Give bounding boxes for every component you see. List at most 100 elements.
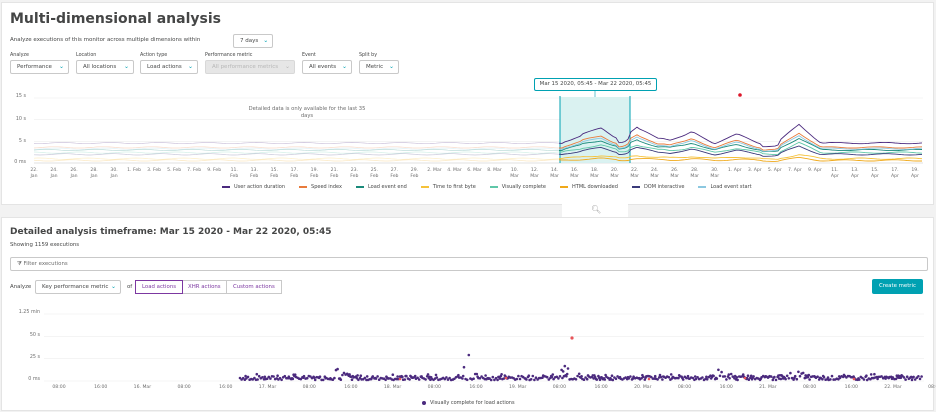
x-tick-label: 8. Mar	[487, 168, 502, 173]
page-title: Multi-dimensional analysis	[10, 11, 221, 27]
data-point	[263, 375, 267, 379]
data-point	[321, 378, 325, 382]
data-point	[502, 377, 506, 380]
legend-item[interactable]: DOM interactive	[631, 184, 685, 190]
zoom-tab[interactable]: 🔍︎	[562, 203, 628, 217]
data-point	[771, 378, 775, 382]
timeframe-dropdown[interactable]: 7 days ⌄	[233, 34, 274, 48]
legend-label: HTML downloaded	[572, 184, 618, 190]
multi-dimensional-analysis-panel: Multi-dimensional analysis Analyze execu…	[1, 2, 934, 205]
location-value: All locations	[83, 64, 117, 70]
data-point	[376, 375, 379, 378]
data-point	[255, 372, 259, 376]
chevron-down-icon: ⌄	[284, 63, 290, 70]
legend-item[interactable]: HTML downloaded	[560, 184, 618, 190]
x-tick-label: 16:00	[594, 385, 608, 390]
legend-item[interactable]: Time to first byte	[420, 184, 476, 190]
data-point	[899, 376, 903, 380]
data-point	[563, 364, 567, 368]
event-dropdown[interactable]: All events ⌄	[302, 60, 352, 74]
data-point	[333, 376, 336, 380]
filter-executions-input[interactable]: ⧩ Filter executions	[10, 257, 928, 271]
legend-swatch	[420, 186, 429, 188]
x-tick-label: 19. Feb	[310, 168, 319, 179]
data-point	[269, 377, 272, 380]
data-point	[272, 375, 275, 378]
x-tick-label: 22. Mar	[630, 168, 639, 179]
series-line-historic	[33, 146, 562, 149]
data-point	[342, 371, 346, 375]
x-tick-label: 08:00	[52, 385, 66, 390]
x-tick-label: 16:00	[219, 385, 233, 390]
data-point	[773, 375, 776, 379]
series-line	[558, 145, 923, 157]
x-tick-label: 08:00	[928, 385, 936, 390]
outlier-point	[570, 336, 574, 340]
data-point	[561, 376, 564, 380]
x-tick-label: 20. Mar	[610, 168, 619, 179]
legend-item[interactable]: Load event start	[698, 184, 752, 190]
outlier-point	[504, 376, 508, 380]
x-tick-label: 16:00	[719, 385, 733, 390]
x-tick-label: 22. Mar	[884, 385, 902, 390]
tab-load-actions[interactable]: Load actions	[135, 280, 184, 294]
x-tick-label: 11. Feb	[230, 168, 239, 179]
data-point	[574, 378, 578, 381]
data-point	[339, 378, 343, 381]
legend-dot-icon	[422, 401, 426, 405]
data-point	[902, 376, 906, 379]
x-tick-label: 9. Feb	[207, 168, 222, 173]
series-line-historic	[34, 147, 563, 150]
overview-chart[interactable]	[2, 3, 935, 206]
data-point	[267, 375, 271, 379]
legend-item[interactable]: Load event end	[355, 184, 407, 190]
data-point	[283, 374, 287, 378]
data-point	[527, 374, 531, 377]
data-point	[686, 374, 690, 378]
scatter-chart[interactable]	[2, 218, 935, 412]
data-point	[391, 373, 395, 376]
location-dropdown[interactable]: All locations ⌄	[76, 60, 134, 74]
data-point	[493, 378, 496, 382]
analyze-dropdown[interactable]: Performance ⌄	[10, 60, 69, 74]
data-point	[305, 376, 309, 380]
data-point	[374, 377, 378, 380]
data-point	[641, 375, 645, 379]
create-metric-button[interactable]: Create metric	[872, 279, 923, 294]
legend-item[interactable]: User action duration	[222, 184, 285, 190]
legend-item[interactable]: Speed index	[299, 184, 342, 190]
data-point	[558, 375, 562, 378]
data-point	[309, 375, 312, 378]
x-tick-label: 08:00	[552, 385, 567, 390]
legend-item[interactable]: Visually complete	[489, 184, 546, 190]
data-point	[865, 374, 868, 377]
data-point	[408, 378, 411, 381]
data-point	[891, 376, 895, 379]
tab-custom-actions[interactable]: Custom actions	[226, 280, 282, 294]
x-tick-label: 5. Feb	[167, 168, 182, 173]
performance-metric-dropdown: All performance metrics ⌄	[205, 60, 295, 74]
data-point	[584, 376, 587, 379]
series-line-historic	[33, 159, 563, 162]
data-point	[606, 376, 610, 380]
data-point	[529, 378, 533, 381]
data-point	[614, 377, 618, 381]
x-tick-label: 3. Apr	[747, 168, 762, 173]
action-type-dropdown[interactable]: Load actions ⌄	[140, 60, 198, 74]
x-tick-label: 17. Feb	[290, 168, 299, 179]
legend-label: DOM interactive	[643, 184, 685, 190]
data-point	[720, 370, 723, 374]
split-by-value: Metric	[366, 64, 384, 70]
series-line	[559, 132, 923, 151]
x-tick-label: 20. Mar	[634, 385, 652, 390]
data-point	[533, 378, 536, 382]
data-point	[276, 374, 279, 377]
data-point	[348, 373, 351, 376]
data-point	[555, 375, 559, 379]
data-point	[498, 377, 502, 380]
x-tick-label: 19. Apr	[911, 168, 919, 179]
series-line	[559, 141, 923, 156]
key-metric-dropdown[interactable]: Key performance metric ⌄	[35, 280, 121, 294]
split-by-dropdown[interactable]: Metric ⌄	[359, 60, 399, 74]
x-tick-label: 08:00	[802, 385, 817, 390]
